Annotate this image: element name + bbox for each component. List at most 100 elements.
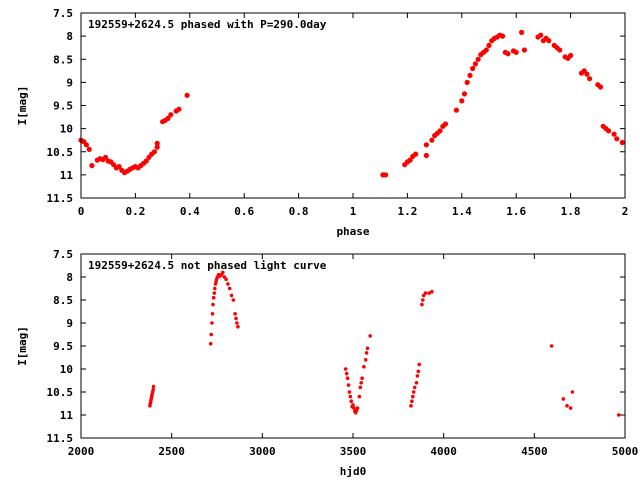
raw-data-point [344,371,349,376]
phased-x-tick-label: 1 [350,205,357,218]
raw-data-point [229,293,234,298]
phased-y-tick-label: 7.5 [53,7,73,20]
raw-x-tick-label: 2000 [68,445,95,458]
raw-data-point [151,384,156,389]
raw-data-point [427,291,432,295]
raw-data-point [227,286,232,291]
phased-x-tick-label: 1.8 [561,205,581,218]
raw-data-point [351,403,355,407]
phased-data-point [606,128,612,134]
phased-y-tick-label: 10 [60,123,73,136]
raw-plot-frame [80,253,626,439]
phased-data-point [557,47,563,53]
raw-data-point [221,270,225,275]
phased-data-point [538,32,544,38]
raw-data-point [412,385,417,390]
raw-data-point [420,302,424,307]
phased-data-point [505,51,511,57]
phased-y-tick-label: 8.5 [53,53,73,66]
raw-data-point [151,387,155,392]
phased-data-point [472,61,478,67]
raw-y-tick-label: 8 [66,271,73,284]
phased-data-point [486,42,492,49]
raw-y-tick-label: 8.5 [53,294,73,307]
raw-data-point [234,316,238,321]
phased-data-point [89,163,95,169]
phased-chart: 0 0.2 0.4 0.6 0.8 1 1.2 1.4 1.6 1.8 2 7.5 8 8.5 9 9.5 10… [16,7,628,238]
phased-data-point [467,72,473,78]
phased-data-point [154,144,160,150]
raw-x-tick-label: 3500 [340,445,367,458]
phased-x-tick-label: 2 [622,205,629,218]
phased-y-tick-label: 8 [66,30,73,43]
raw-data-point [212,291,217,295]
phased-data-point [459,98,465,104]
phased-data-point [429,137,435,143]
phased-data-point [464,79,470,85]
raw-data-point [209,332,213,337]
phased-data-point [102,154,109,160]
phased-data-point [151,149,157,155]
phased-data-point [587,76,593,82]
phased-data-point [568,52,574,59]
raw-data-point [208,341,213,346]
phased-data-point [611,131,617,137]
raw-data-point [343,367,348,371]
phased-x-tick-label: 0.8 [289,205,309,218]
raw-data-point [231,298,236,302]
raw-data-point [565,404,569,408]
raw-data-point [411,394,415,399]
raw-data-point [210,312,215,316]
phased-data-point [165,115,171,121]
raw-data-point [570,390,575,394]
raw-data-point [365,346,370,351]
raw-ticks [80,253,626,439]
raw-data-point [421,298,425,302]
raw-data-point [410,399,414,404]
phased-data-point [519,29,525,35]
raw-data-point [414,381,419,385]
phased-data-point [470,65,476,72]
phased-data-point [168,112,174,118]
phased-data-point [154,140,160,146]
raw-tick-labels: 2000 2500 3000 3500 4000 4500 5000 7.5 8 8.5 9 9.5 1… [47,248,639,458]
phased-data-point [176,106,182,112]
phased-y-tick-label: 11.5 [47,192,74,205]
phased-points [78,29,625,178]
phased-tick-labels: 0 0.2 0.4 0.6 0.8 1 1.2 1.4 1.6 1.8 2 7.5 8 8.5 9 9.5 10… [47,7,629,218]
raw-data-point [549,344,554,348]
raw-x-tick-label: 3000 [249,445,276,458]
raw-data-point [409,404,413,408]
phased-y-tick-label: 11 [60,169,74,182]
raw-data-point [347,390,352,394]
phased-data-point [423,152,429,159]
raw-data-point [359,381,364,385]
phased-x-tick-label: 0 [78,205,85,218]
raw-light-curve-chart: 2000 2500 3000 3500 4000 4500 5000 7.5 8 8.5 9 9.5 1… [16,248,638,478]
raw-data-point [363,358,368,362]
phased-data-point [475,56,481,62]
raw-data-point [211,302,215,307]
raw-y-tick-label: 9.5 [53,340,73,353]
raw-y-tick-label: 11.5 [47,432,74,445]
phased-data-point [614,136,620,142]
raw-x-axis-label: hjd0 [340,465,367,478]
phased-data-point [413,151,419,157]
raw-data-point [415,374,420,378]
phased-data-point [500,33,506,39]
raw-data-point [345,376,350,381]
phased-data-point [423,142,429,148]
raw-data-point [360,376,364,381]
phased-data-point [483,47,489,53]
raw-data-point [346,383,351,387]
raw-data-point [430,289,434,294]
raw-data-point [568,406,573,410]
raw-data-point [235,321,239,325]
raw-data-point [358,385,363,390]
phased-data-point [383,172,389,178]
raw-y-axis-label: I[mag] [16,326,29,366]
raw-data-point [349,399,354,404]
raw-x-tick-label: 4000 [430,445,457,458]
raw-x-tick-label: 4500 [521,445,548,458]
